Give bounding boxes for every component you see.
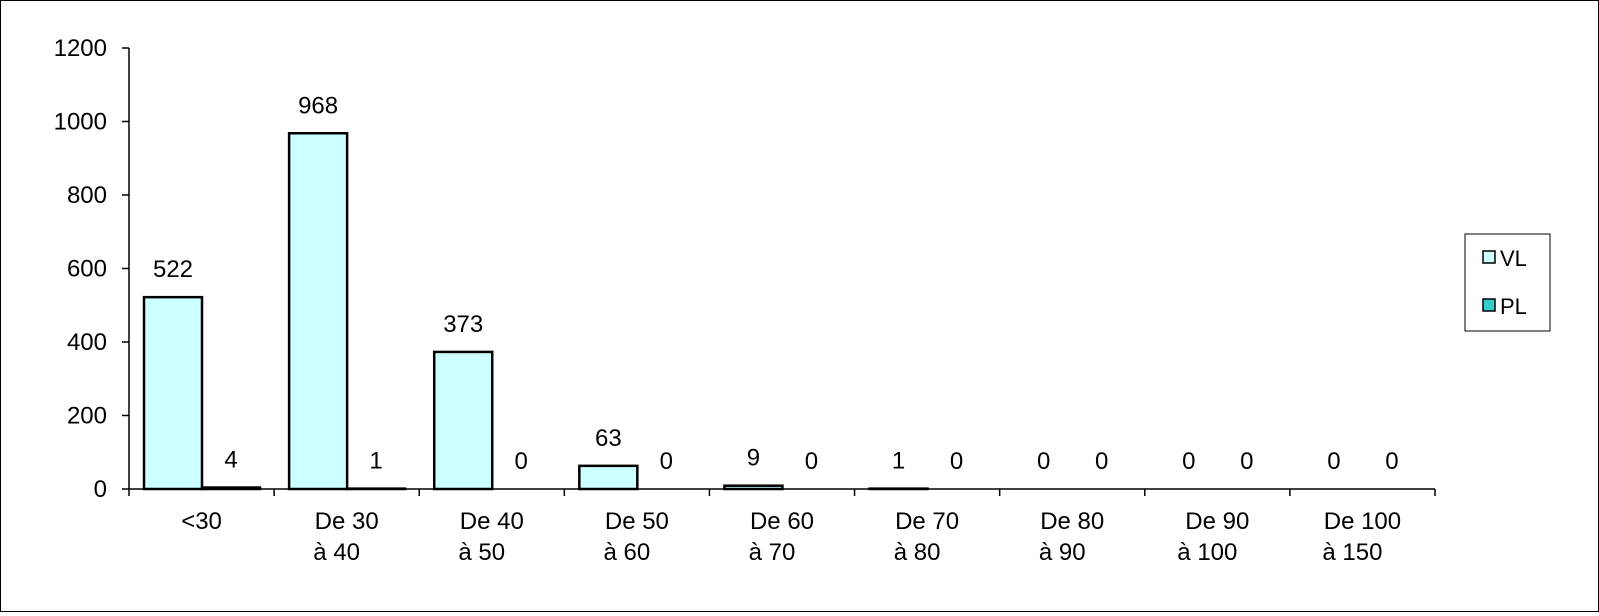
data-label-pl: 0 xyxy=(660,448,673,475)
x-category-label-line: à 150 xyxy=(1322,539,1382,566)
bar-vl xyxy=(434,352,492,489)
y-tick-label: 200 xyxy=(67,403,107,430)
x-category-label-line: De 50 xyxy=(605,508,669,535)
x-category-label: De 40 à 50 xyxy=(458,508,523,566)
data-label-vl: 9 xyxy=(747,445,760,472)
x-category-label-line: à 70 xyxy=(749,539,796,566)
x-category-label: De 90 à 100 xyxy=(1177,508,1249,566)
data-label-vl: 522 xyxy=(153,256,193,283)
x-category-label-line: à 40 xyxy=(313,539,360,566)
data-label-pl: 0 xyxy=(1095,448,1108,475)
data-label-pl: 4 xyxy=(224,447,237,474)
x-category-label-line: De 100 xyxy=(1324,508,1401,535)
data-label-vl: 373 xyxy=(443,311,483,338)
bars xyxy=(144,133,928,489)
data-label-pl: 1 xyxy=(369,448,382,475)
x-category-label-line: De 80 xyxy=(1040,508,1104,535)
data-label-vl: 0 xyxy=(1327,448,1340,475)
x-category-label: De 80 à 90 xyxy=(1039,508,1104,566)
x-category-label-line: De 30 xyxy=(315,508,379,535)
x-category-label-line: <30 xyxy=(181,508,222,535)
x-category-label-line: De 40 xyxy=(460,508,524,535)
bar-vl xyxy=(144,297,202,489)
legend-label-vl: VL xyxy=(1500,246,1527,271)
y-tick-label: 1200 xyxy=(54,35,107,62)
x-category-label-line: De 70 xyxy=(895,508,959,535)
y-tick-label: 1000 xyxy=(54,109,107,136)
data-label-pl: 0 xyxy=(1240,448,1253,475)
data-label-vl: 63 xyxy=(595,425,622,452)
x-category-label-line: à 80 xyxy=(894,539,941,566)
y-tick-label: 400 xyxy=(67,329,107,356)
legend-swatch-pl xyxy=(1483,299,1495,311)
data-label-pl: 0 xyxy=(950,448,963,475)
x-category-label: De 30 à 40 xyxy=(313,508,378,566)
x-category-label: De 70 à 80 xyxy=(894,508,959,566)
data-label-vl: 1 xyxy=(892,448,905,475)
legend-label-pl: PL xyxy=(1500,294,1527,319)
x-category-label-line: à 90 xyxy=(1039,539,1086,566)
data-label-vl: 0 xyxy=(1182,448,1195,475)
y-tick-label: 0 xyxy=(94,476,107,503)
data-label-vl: 968 xyxy=(298,92,338,119)
x-category-label-line: De 60 xyxy=(750,508,814,535)
x-category-label: De 100 à 150 xyxy=(1322,508,1401,566)
x-category-label-line: à 50 xyxy=(458,539,505,566)
x-category-label-line: à 60 xyxy=(604,539,651,566)
legend-swatch-vl xyxy=(1483,251,1495,263)
x-category-label: De 50 à 60 xyxy=(604,508,669,566)
data-label-pl: 0 xyxy=(805,448,818,475)
x-category-label: De 60 à 70 xyxy=(749,508,814,566)
bar-vl xyxy=(579,466,637,489)
x-category-label-line: De 90 xyxy=(1185,508,1249,535)
data-label-vl: 0 xyxy=(1037,448,1050,475)
x-category-label-line: à 100 xyxy=(1177,539,1237,566)
bar-pl xyxy=(202,488,260,489)
legend: VL PL xyxy=(1465,234,1550,331)
y-tick-label: 600 xyxy=(67,256,107,283)
y-tick-label: 800 xyxy=(67,182,107,209)
data-label-pl: 0 xyxy=(515,448,528,475)
x-category-label: <30 xyxy=(181,508,222,535)
bar-vl xyxy=(289,133,347,489)
bar-vl xyxy=(724,486,782,489)
data-label-pl: 0 xyxy=(1385,448,1398,475)
